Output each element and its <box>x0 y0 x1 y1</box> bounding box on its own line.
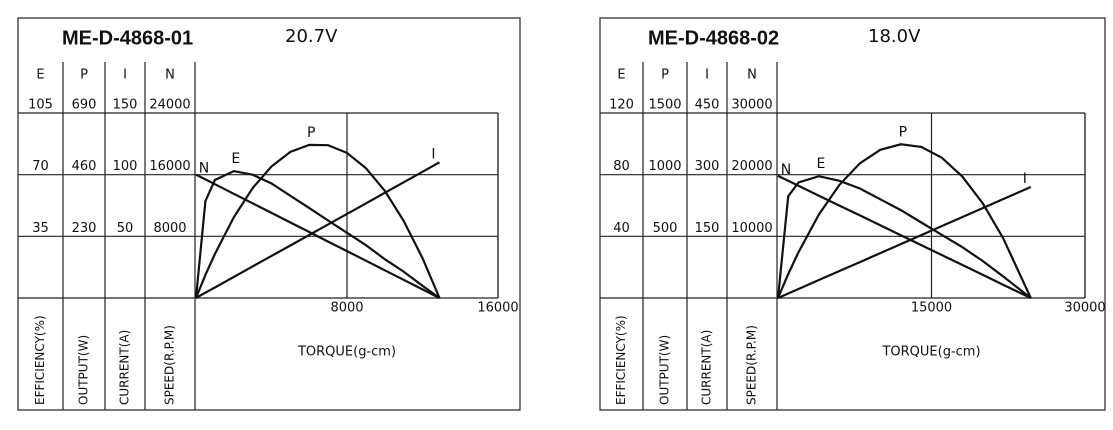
voltage: 18.0V <box>868 26 921 47</box>
chart-title: ME-D-4868-01 <box>62 27 193 49</box>
axis-header: P <box>661 68 669 83</box>
curve <box>777 185 1032 300</box>
y-tick-label: 1000 <box>648 159 681 174</box>
x-axis-label: TORQUE(g-cm) <box>881 345 980 360</box>
y-tick-label: 230 <box>72 221 97 236</box>
axis-header: P <box>80 68 88 83</box>
y-tick-label: 35 <box>32 221 49 236</box>
y-tick-label: 10000 <box>731 221 772 236</box>
axis-title: EFFICIENCY(%) <box>33 315 47 405</box>
curve-label: P <box>899 124 907 140</box>
curve-label: E <box>231 151 240 167</box>
curve-label: N <box>199 161 209 177</box>
y-tick-label: 30000 <box>731 98 772 113</box>
axis-title: CURRENT(A) <box>118 330 132 405</box>
curve-label: E <box>817 156 826 172</box>
y-tick-label: 24000 <box>149 98 190 113</box>
voltage: 20.7V <box>285 26 338 47</box>
axis-header: E <box>617 68 625 83</box>
y-tick-label: 150 <box>113 98 138 113</box>
axis-title: EFFICIENCY(%) <box>614 315 628 405</box>
axis-header: N <box>747 68 757 83</box>
axis-header: N <box>165 68 175 83</box>
curve <box>195 173 440 299</box>
axis-header: E <box>36 68 44 83</box>
y-tick-label: 450 <box>695 98 720 113</box>
curve-label: N <box>781 162 791 178</box>
axis-header: I <box>705 68 709 83</box>
chart-frame <box>599 17 1106 411</box>
y-tick-label: 16000 <box>149 159 190 174</box>
x-tick-label: 15000 <box>911 301 952 316</box>
curve <box>776 143 1032 299</box>
y-tick-label: 500 <box>653 221 678 236</box>
chart-title: ME-D-4868-02 <box>648 27 779 49</box>
curve <box>195 161 441 299</box>
y-tick-label: 70 <box>32 159 49 174</box>
y-tick-label: 690 <box>72 98 97 113</box>
y-tick-label: 460 <box>72 159 97 174</box>
y-tick-label: 20000 <box>731 159 772 174</box>
axis-title: SPEED(R.P.M) <box>745 325 759 405</box>
y-tick-label: 300 <box>695 159 720 174</box>
x-tick-label: 16000 <box>477 301 518 316</box>
axis-title: SPEED(R.P.M) <box>163 325 177 405</box>
curve-label: I <box>431 146 435 162</box>
curve <box>194 143 441 299</box>
axis-title: OUTPUT(W) <box>658 335 672 405</box>
curve-label: P <box>307 125 315 141</box>
y-tick-label: 50 <box>117 221 134 236</box>
y-tick-label: 100 <box>113 159 138 174</box>
y-tick-label: 1500 <box>648 98 681 113</box>
axis-title: OUTPUT(W) <box>77 335 91 405</box>
y-tick-label: 40 <box>613 221 630 236</box>
curve <box>194 169 441 299</box>
axis-title: CURRENT(A) <box>700 330 714 405</box>
curve <box>777 174 1032 299</box>
x-tick-label: 30000 <box>1064 301 1105 316</box>
y-tick-label: 80 <box>613 159 630 174</box>
x-axis-label: TORQUE(g-cm) <box>297 345 396 360</box>
x-tick-label: 8000 <box>330 301 363 316</box>
axis-header: I <box>123 68 127 83</box>
curve <box>776 175 1032 299</box>
chart-frame <box>17 17 521 411</box>
y-tick-label: 120 <box>609 98 634 113</box>
y-tick-label: 105 <box>28 98 53 113</box>
y-tick-label: 8000 <box>153 221 186 236</box>
y-tick-label: 150 <box>695 221 720 236</box>
curve-label: I <box>1023 171 1027 187</box>
